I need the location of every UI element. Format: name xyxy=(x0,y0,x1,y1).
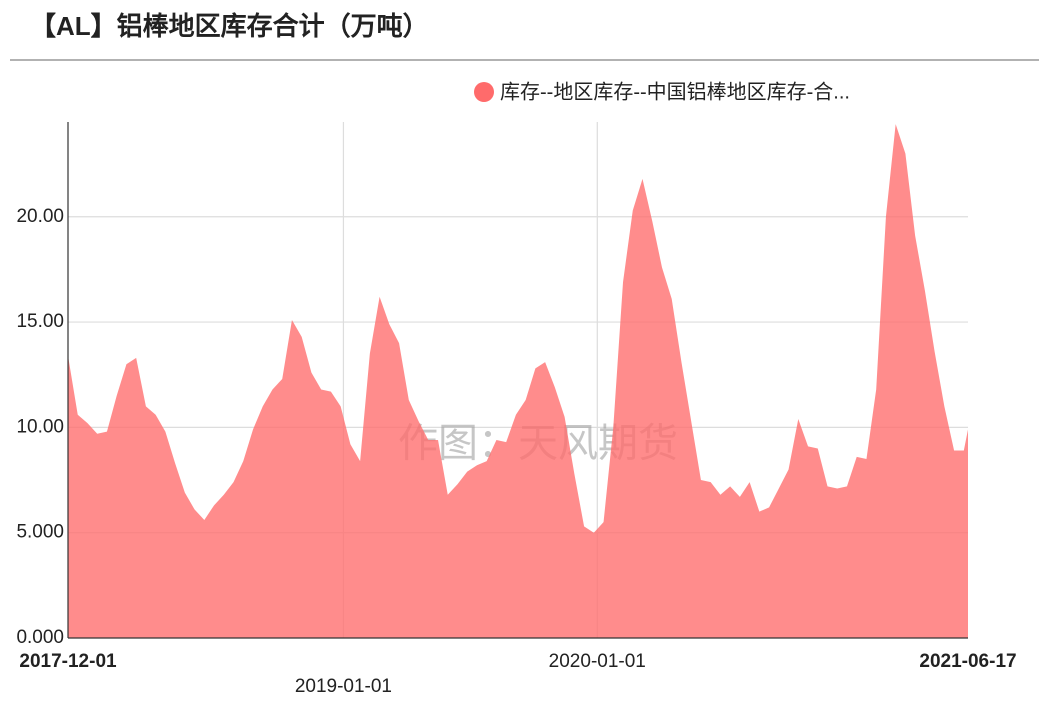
y-tick-label: 10.00 xyxy=(16,416,64,437)
legend-label: 库存--地区库存--中国铝棒地区库存-合... xyxy=(500,80,850,103)
y-tick-label: 0.000 xyxy=(16,627,64,648)
x-tick-label: 2017-12-01 xyxy=(19,651,117,672)
y-tick-label: 20.00 xyxy=(16,206,64,227)
y-tick-label: 15.00 xyxy=(16,311,64,332)
area xyxy=(68,124,968,638)
y-tick-label: 5.000 xyxy=(16,522,64,543)
chart-title: 【AL】铝棒地区库存合计（万吨） xyxy=(30,11,429,41)
legend-marker xyxy=(474,82,494,102)
x-tick-label: 2019-01-01 xyxy=(295,676,392,697)
x-tick-label: 2020-01-01 xyxy=(549,651,646,672)
x-tick-label: 2021-06-17 xyxy=(919,651,1016,672)
